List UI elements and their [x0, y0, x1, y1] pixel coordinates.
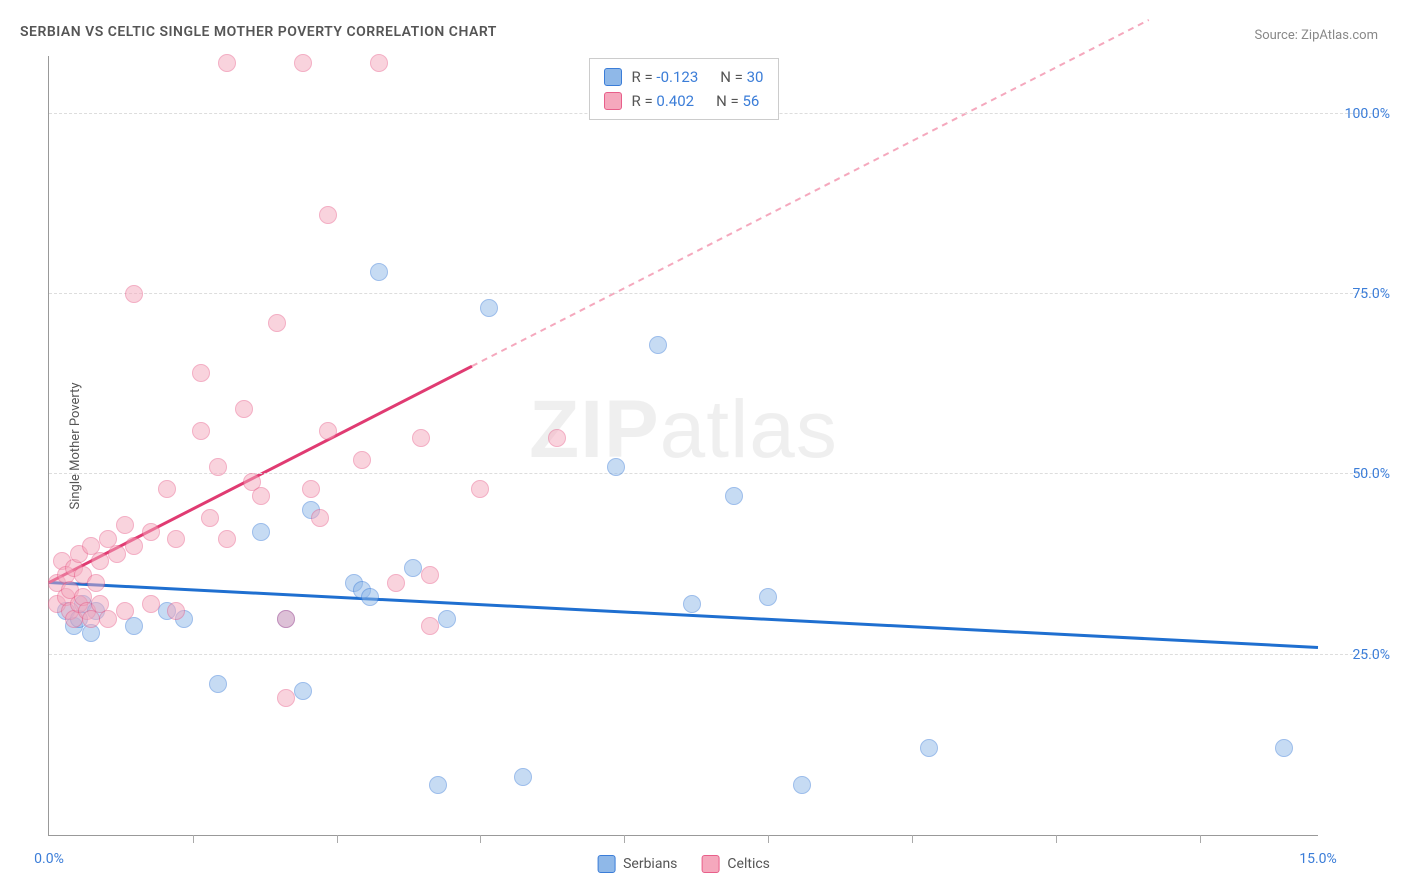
y-tick-label: 25.0%: [1352, 647, 1390, 663]
scatter-point-celtics: [319, 422, 337, 440]
scatter-point-serbians: [404, 559, 422, 577]
legend-swatch: [597, 855, 615, 873]
scatter-point-celtics: [87, 574, 105, 592]
scatter-point-celtics: [167, 530, 185, 548]
scatter-point-celtics: [218, 54, 236, 72]
scatter-point-celtics: [192, 364, 210, 382]
legend-swatch: [701, 855, 719, 873]
scatter-point-celtics: [125, 285, 143, 303]
scatter-point-celtics: [268, 314, 286, 332]
plot-area: ZIPatlas R = -0.123 N = 30 R = 0.402 N = 56…: [48, 56, 1318, 836]
x-tick: [1200, 835, 1201, 843]
legend-n-label: N = 56: [716, 89, 759, 113]
x-tick: [1056, 835, 1057, 843]
scatter-point-celtics: [471, 480, 489, 498]
scatter-point-serbians: [480, 299, 498, 317]
scatter-point-serbians: [1275, 739, 1293, 757]
scatter-point-celtics: [319, 206, 337, 224]
scatter-point-serbians: [759, 588, 777, 606]
correlation-legend: R = -0.123 N = 30 R = 0.402 N = 56: [589, 58, 779, 120]
x-tick-label: 0.0%: [34, 851, 64, 867]
y-tick-label: 50.0%: [1352, 466, 1390, 482]
trend-lines-layer: [49, 56, 1318, 835]
source-prefix: Source:: [1254, 28, 1301, 43]
trend-line: [472, 20, 1149, 366]
scatter-point-serbians: [920, 739, 938, 757]
source-attribution: Source: ZipAtlas.com: [1254, 28, 1378, 43]
scatter-point-celtics: [387, 574, 405, 592]
y-tick-label: 75.0%: [1352, 286, 1390, 302]
scatter-point-celtics: [252, 487, 270, 505]
trend-line: [49, 583, 1318, 648]
scatter-point-serbians: [370, 263, 388, 281]
scatter-point-celtics: [142, 523, 160, 541]
gridline: [49, 654, 1378, 655]
scatter-point-celtics: [311, 509, 329, 527]
scatter-point-serbians: [294, 682, 312, 700]
scatter-point-celtics: [116, 602, 134, 620]
x-tick: [624, 835, 625, 843]
legend-label: Celtics: [727, 856, 769, 872]
scatter-point-serbians: [429, 776, 447, 794]
legend-swatch: [604, 68, 622, 86]
scatter-point-serbians: [649, 336, 667, 354]
scatter-point-celtics: [353, 451, 371, 469]
scatter-point-serbians: [683, 595, 701, 613]
scatter-point-serbians: [209, 675, 227, 693]
scatter-point-celtics: [412, 429, 430, 447]
x-tick: [912, 835, 913, 843]
scatter-point-serbians: [252, 523, 270, 541]
scatter-point-celtics: [277, 689, 295, 707]
scatter-point-celtics: [421, 566, 439, 584]
scatter-point-celtics: [91, 552, 109, 570]
scatter-point-serbians: [514, 768, 532, 786]
x-tick: [337, 835, 338, 843]
scatter-point-celtics: [125, 537, 143, 555]
x-tick: [480, 835, 481, 843]
scatter-point-serbians: [607, 458, 625, 476]
scatter-point-celtics: [294, 54, 312, 72]
y-tick-label: 100.0%: [1345, 106, 1390, 122]
legend-item: Serbians: [597, 855, 677, 873]
watermark-zip: ZIP: [529, 384, 660, 475]
scatter-point-serbians: [793, 776, 811, 794]
scatter-point-celtics: [158, 480, 176, 498]
x-tick-label: 15.0%: [1299, 851, 1337, 867]
scatter-point-celtics: [192, 422, 210, 440]
scatter-point-serbians: [361, 588, 379, 606]
scatter-point-celtics: [201, 509, 219, 527]
scatter-point-celtics: [116, 516, 134, 534]
scatter-point-celtics: [142, 595, 160, 613]
scatter-point-celtics: [209, 458, 227, 476]
source-link[interactable]: ZipAtlas.com: [1301, 28, 1378, 43]
watermark: ZIPatlas: [529, 383, 838, 477]
legend-swatch: [604, 92, 622, 110]
legend-n-label: N = 30: [720, 65, 763, 89]
scatter-point-celtics: [370, 54, 388, 72]
chart-title: SERBIAN VS CELTIC SINGLE MOTHER POVERTY …: [20, 24, 497, 40]
legend-r-label: R = 0.402: [632, 89, 695, 113]
scatter-point-celtics: [108, 545, 126, 563]
legend-item: Celtics: [701, 855, 769, 873]
gridline: [49, 293, 1378, 294]
legend-r-label: R = -0.123: [632, 65, 699, 89]
legend-row-celtics: R = 0.402 N = 56: [604, 89, 764, 113]
scatter-point-serbians: [725, 487, 743, 505]
watermark-atlas: atlas: [660, 384, 838, 475]
x-tick: [193, 835, 194, 843]
legend-label: Serbians: [623, 856, 677, 872]
scatter-point-celtics: [167, 602, 185, 620]
scatter-point-celtics: [548, 429, 566, 447]
series-legend: Serbians Celtics: [597, 855, 770, 873]
scatter-point-celtics: [218, 530, 236, 548]
x-tick: [768, 835, 769, 843]
scatter-point-celtics: [235, 400, 253, 418]
scatter-point-celtics: [302, 480, 320, 498]
scatter-point-serbians: [438, 610, 456, 628]
scatter-point-celtics: [99, 610, 117, 628]
scatter-point-celtics: [421, 617, 439, 635]
legend-row-serbians: R = -0.123 N = 30: [604, 65, 764, 89]
scatter-point-celtics: [277, 610, 295, 628]
